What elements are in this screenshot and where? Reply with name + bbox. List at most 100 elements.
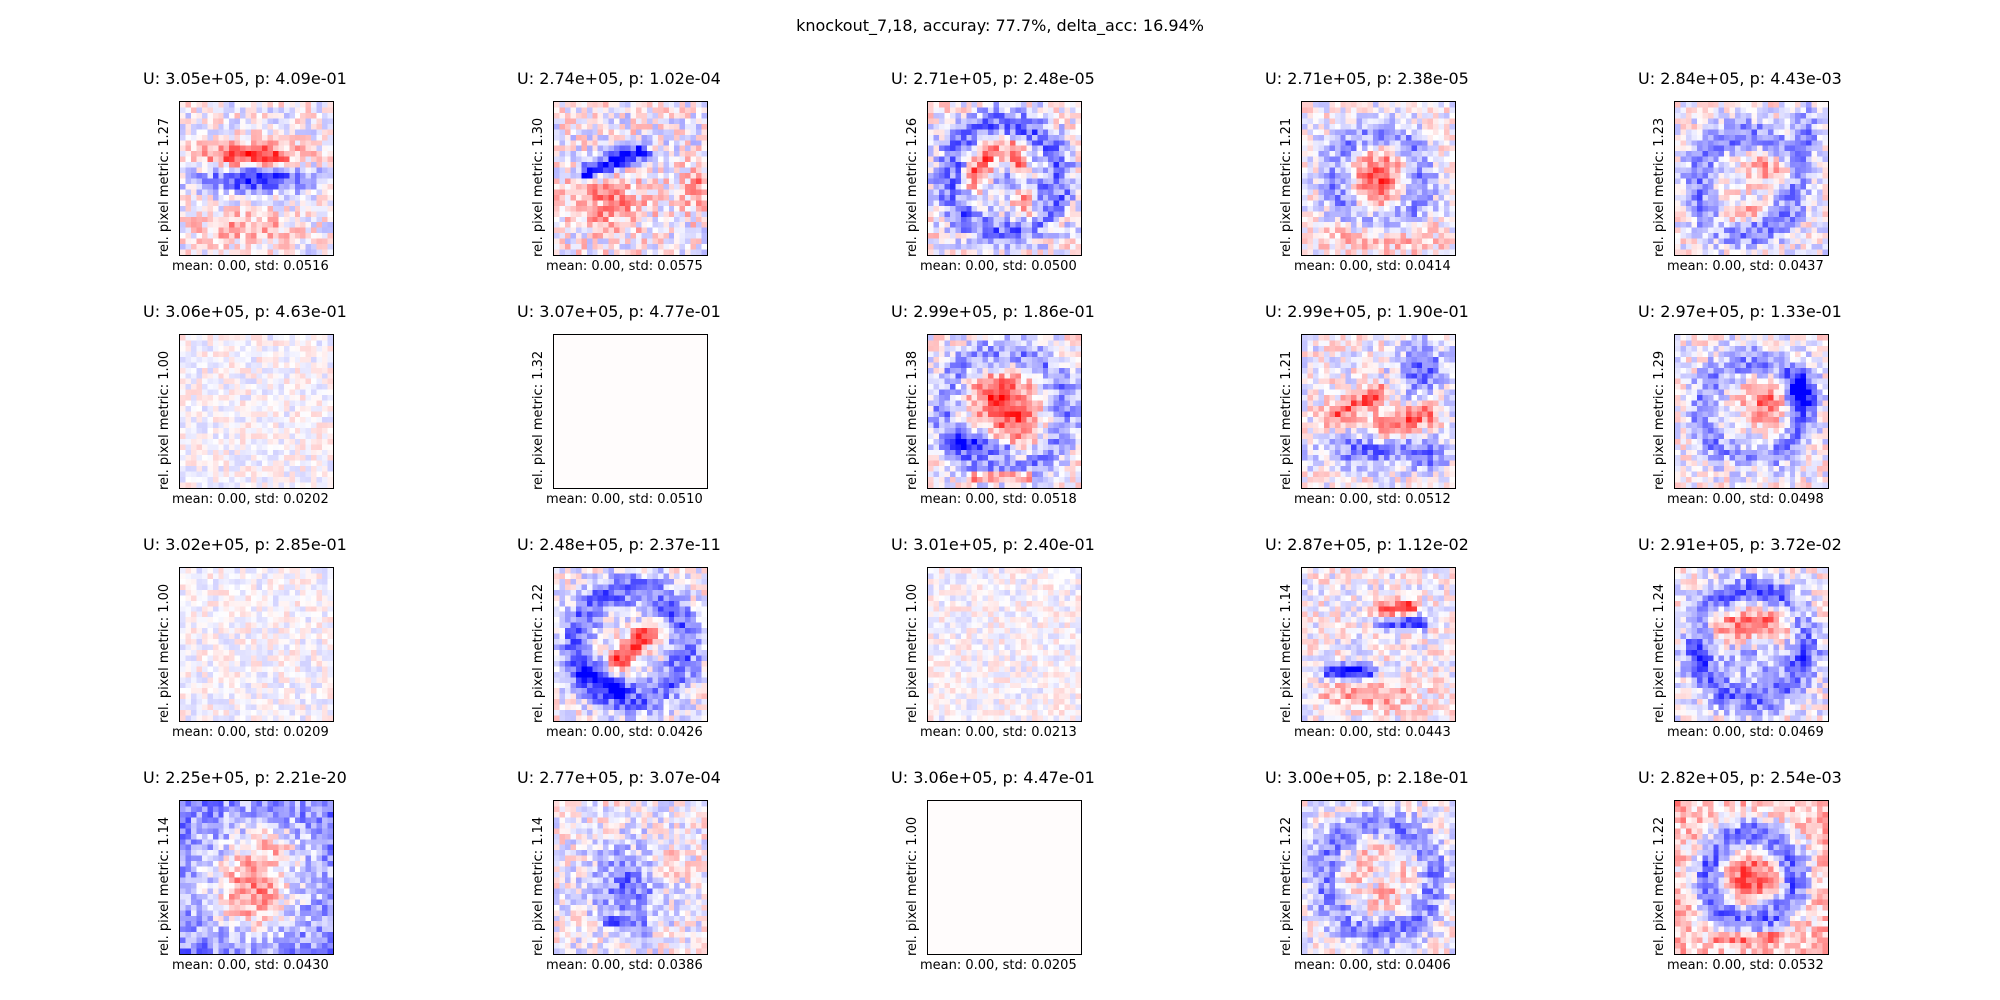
heatmap-cell xyxy=(663,189,669,196)
heatmap-cell xyxy=(251,362,257,368)
heatmap-cell xyxy=(240,145,246,152)
heatmap-cell xyxy=(646,345,653,352)
heatmap-cell xyxy=(256,427,263,434)
heatmap-cell xyxy=(933,189,940,196)
heatmap-cell xyxy=(554,233,560,239)
heatmap-cell xyxy=(1438,162,1445,168)
heatmap-cell xyxy=(1323,222,1330,228)
heatmap-cell xyxy=(289,400,295,407)
heatmap-cell xyxy=(1405,167,1412,174)
heatmap-cell xyxy=(234,340,241,347)
heatmap-cell xyxy=(679,102,686,108)
heatmap-cell xyxy=(652,194,658,201)
heatmap-cell xyxy=(559,156,566,163)
heatmap-cell xyxy=(278,400,284,407)
heatmap-cell xyxy=(1394,183,1401,190)
x-axis-label: mean: 0.00, std: 0.0500 xyxy=(920,259,1077,274)
heatmap-cell xyxy=(316,167,323,174)
heatmap-cell xyxy=(190,335,197,341)
heatmap-cell xyxy=(1756,178,1763,185)
heatmap-cell xyxy=(245,211,252,217)
heatmap-cell xyxy=(1362,216,1368,223)
heatmap-cell xyxy=(180,427,186,434)
heatmap-cell xyxy=(185,211,192,217)
heatmap-cell xyxy=(663,356,669,363)
heatmap-cell xyxy=(1373,129,1379,135)
heatmap-cell xyxy=(581,123,587,130)
heatmap-cell xyxy=(1411,244,1417,250)
heatmap-cell xyxy=(251,249,257,255)
heatmap-cell xyxy=(554,167,560,174)
heatmap-cell xyxy=(1784,189,1790,196)
heatmap-cell xyxy=(180,351,186,357)
heatmap-cell xyxy=(305,345,312,352)
heatmap-cell xyxy=(1356,200,1363,206)
heatmap-cell xyxy=(1707,222,1714,228)
heatmap-cell xyxy=(960,238,967,245)
heatmap-cell xyxy=(1702,216,1708,223)
heatmap-cell xyxy=(294,222,301,228)
heatmap-cell xyxy=(1811,178,1818,185)
heatmap-cell xyxy=(944,211,950,217)
heatmap-cell xyxy=(251,233,257,239)
heatmap-cell xyxy=(240,129,246,135)
heatmap-cell xyxy=(1394,156,1401,163)
heatmap-cell xyxy=(1740,216,1747,223)
heatmap-cell xyxy=(1302,173,1308,179)
heatmap-cell xyxy=(305,151,312,157)
heatmap-cell xyxy=(305,222,312,228)
heatmap-cell xyxy=(1449,102,1455,108)
heatmap-cell xyxy=(261,211,268,217)
heatmap-cell xyxy=(256,389,263,396)
heatmap-cell xyxy=(1800,227,1807,234)
heatmap-cell xyxy=(938,211,945,217)
heatmap-cell xyxy=(1746,227,1752,234)
heatmap-cell xyxy=(608,134,615,141)
heatmap-cell xyxy=(218,477,224,483)
heatmap-cell xyxy=(218,433,224,439)
heatmap-cell xyxy=(256,189,263,196)
heatmap-cell xyxy=(1037,156,1043,163)
heatmap-cell xyxy=(1367,205,1374,212)
heatmap-cell xyxy=(190,178,197,185)
heatmap-cell xyxy=(657,362,664,368)
heatmap-cell xyxy=(311,134,317,141)
heatmap-cell xyxy=(322,162,328,168)
heatmap-cell xyxy=(690,123,697,130)
heatmap-cell xyxy=(316,400,323,407)
heatmap-cell xyxy=(201,107,208,114)
heatmap-cell xyxy=(1378,200,1385,206)
heatmap-cell xyxy=(597,123,604,130)
heatmap-cell xyxy=(1329,189,1335,196)
heatmap-cell xyxy=(316,460,323,467)
heatmap-cell xyxy=(1784,222,1790,228)
heatmap-cell xyxy=(646,167,653,174)
heatmap-cell xyxy=(668,335,675,341)
heatmap-cell xyxy=(635,378,642,385)
heatmap-cell xyxy=(1015,102,1022,108)
heatmap-cell xyxy=(327,112,333,119)
heatmap-cell xyxy=(1685,112,1692,119)
heatmap-cell xyxy=(1318,156,1324,163)
heatmap-cell xyxy=(1356,156,1363,163)
heatmap-cell xyxy=(322,151,328,157)
heatmap-cell xyxy=(261,205,268,212)
heatmap-cell xyxy=(1707,145,1714,152)
heatmap-cell xyxy=(679,222,686,228)
heatmap-cell xyxy=(575,244,582,250)
heatmap-cell xyxy=(278,345,284,352)
heatmap-cell xyxy=(201,356,208,363)
heatmap-cell xyxy=(1340,156,1346,163)
heatmap-cell xyxy=(597,200,604,206)
heatmap-cell xyxy=(283,173,290,179)
heatmap-cell xyxy=(993,173,1000,179)
heatmap-cell xyxy=(289,477,295,483)
heatmap-cell xyxy=(272,340,279,347)
heatmap-cell xyxy=(674,367,680,374)
heatmap-cell xyxy=(1307,238,1314,245)
heatmap-cell xyxy=(185,482,192,488)
heatmap-cell xyxy=(1691,216,1697,223)
heatmap-cell xyxy=(245,433,252,439)
heatmap-cell xyxy=(251,200,257,206)
heatmap-cell xyxy=(1691,189,1697,196)
